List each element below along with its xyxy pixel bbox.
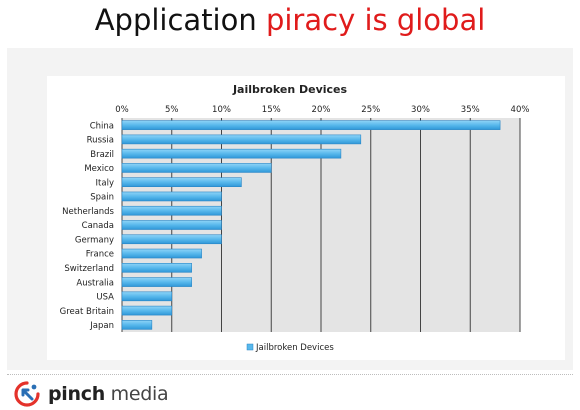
category-label: USA: [96, 293, 114, 303]
category-label: Italy: [96, 178, 114, 188]
footer-divider: [7, 374, 573, 375]
x-tick-label: 30%: [411, 105, 430, 115]
bar: [121, 305, 173, 316]
category-label: Australia: [76, 278, 114, 288]
chart-title: Jailbroken Devices: [232, 83, 348, 96]
category-label: Germany: [75, 235, 114, 245]
plot-area: 0% 5% 10% 15% 20% 25% 30% 35% 40% China Russia Braz…: [60, 105, 530, 332]
bar: [121, 134, 362, 145]
bar: [121, 263, 192, 273]
slide-title: Application piracy is global: [0, 2, 580, 38]
bar: [121, 163, 272, 173]
category-label: Great Britain: [60, 307, 114, 317]
bar: [121, 320, 153, 330]
x-tick-label: 40%: [511, 105, 530, 115]
category-label: Mexico: [84, 164, 114, 174]
category-label: Switzerland: [64, 264, 114, 274]
bar: [121, 191, 222, 202]
category-label: Canada: [82, 221, 114, 231]
category-label: Brazil: [90, 150, 114, 160]
bar: [121, 277, 192, 287]
category-label: Netherlands: [62, 207, 114, 217]
x-tick-label: 10%: [212, 105, 231, 115]
category-label: Spain: [90, 193, 114, 203]
brand-name-regular: media: [104, 383, 169, 405]
bar: [121, 177, 242, 187]
category-label: Japan: [89, 321, 114, 331]
x-tick-label: 20%: [312, 105, 331, 115]
bar: [121, 120, 501, 130]
brand-name-bold: pinch: [48, 383, 105, 405]
slide-title-main: Application: [94, 3, 257, 37]
x-tick-label: 0%: [115, 105, 129, 115]
bar: [121, 148, 342, 159]
slide-title-accent: piracy is global: [265, 3, 486, 37]
x-tick-label: 15%: [262, 105, 281, 115]
bar: [121, 291, 173, 302]
legend: Jailbroken Devices: [246, 343, 334, 353]
x-tick-label: 25%: [361, 105, 380, 115]
bar: [121, 220, 222, 230]
x-tick-label: 5%: [165, 105, 179, 115]
bar-chart: Jailbroken Devices 0% 5% 10% 15% 20% 25% 30% 35…: [60, 83, 530, 353]
chart-panel: Jailbroken Devices 0% 5% 10% 15% 20% 25% 30% 35…: [47, 76, 565, 360]
pinch-media-logo-icon: [14, 381, 40, 407]
legend-swatch: [246, 343, 254, 351]
category-label: France: [86, 250, 114, 260]
category-label: Russia: [87, 136, 114, 146]
x-tick-label: 35%: [461, 105, 480, 115]
brand-name: pinch media: [48, 382, 169, 406]
bar: [121, 205, 222, 216]
category-label: China: [90, 121, 114, 131]
bar: [121, 248, 202, 259]
legend-label: Jailbroken Devices: [255, 343, 334, 353]
bar: [121, 234, 222, 245]
